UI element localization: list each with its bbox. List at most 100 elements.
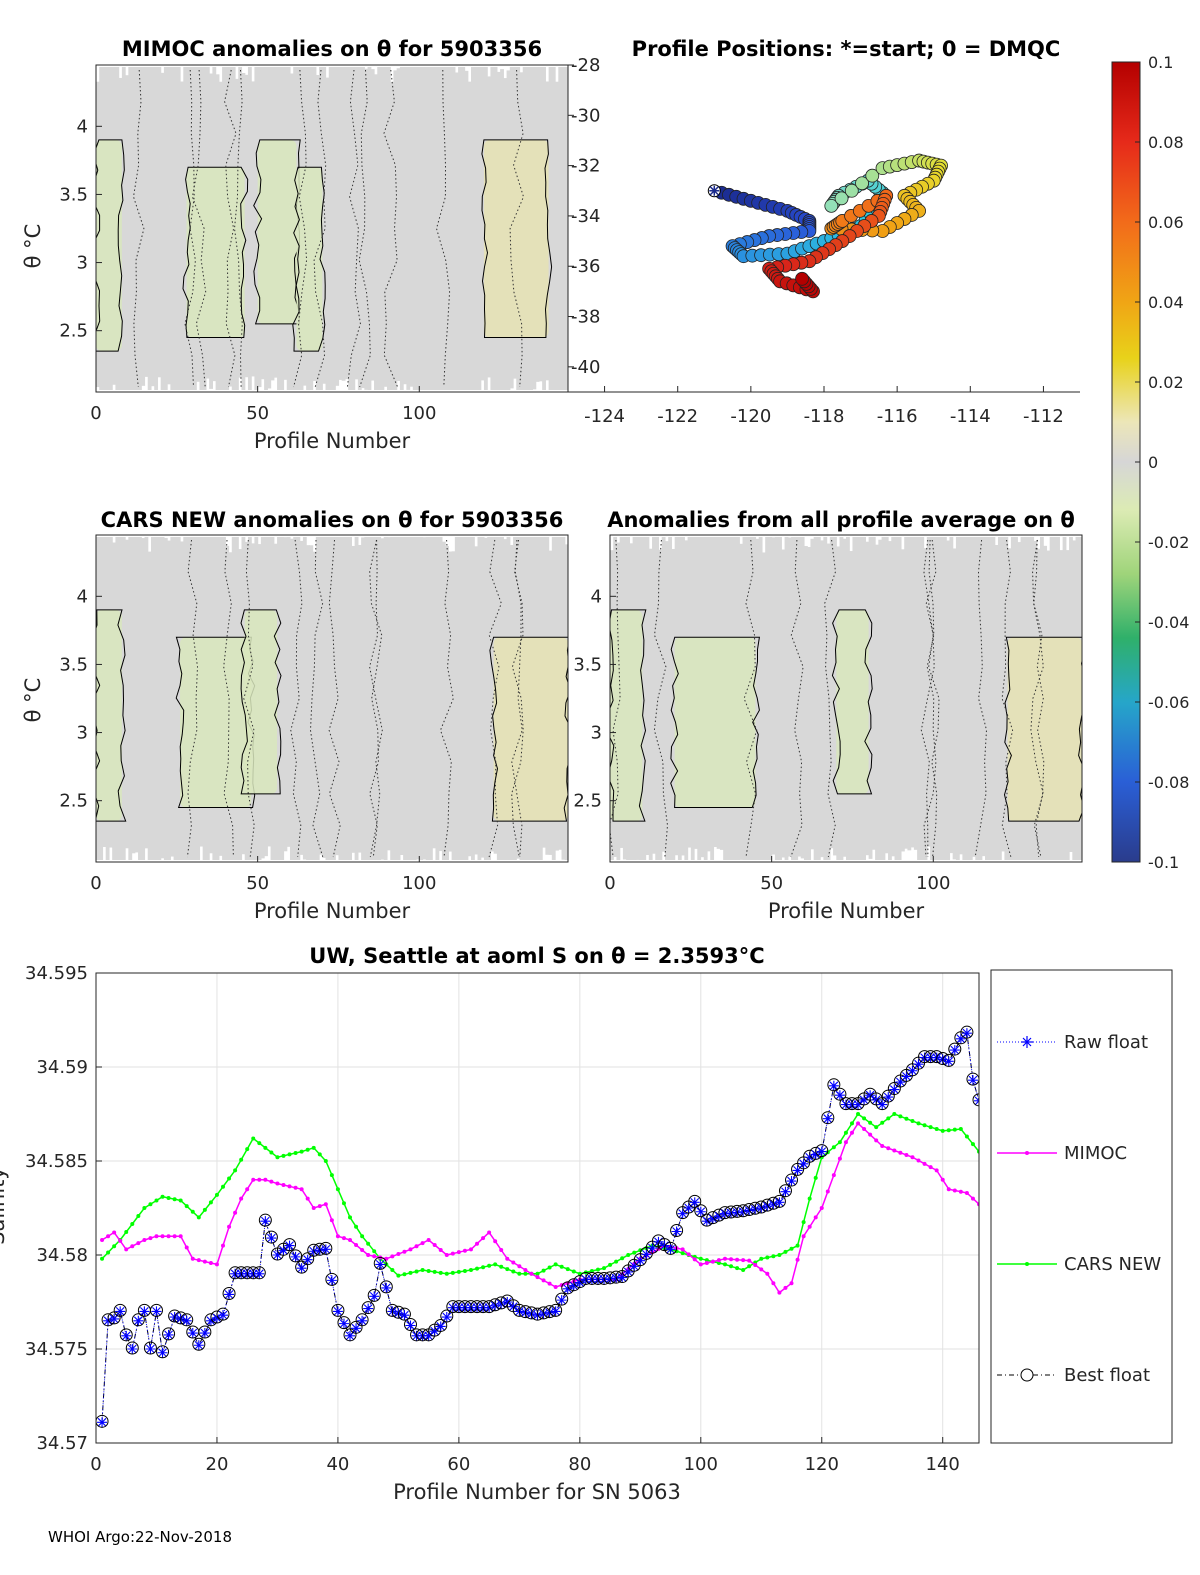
mimoc-point [481, 1236, 486, 1241]
mimoc-point [952, 1188, 957, 1193]
field-column [441, 541, 446, 860]
field-column [344, 67, 349, 380]
x-tick-label: 50 [246, 873, 269, 894]
raw-float-point [762, 1201, 773, 1212]
raw-float-point [296, 1263, 307, 1274]
cars-new-point [765, 1255, 770, 1260]
field-column [467, 81, 472, 391]
cars-new-point [257, 1141, 262, 1146]
y-tick-label: 34.585 [25, 1151, 88, 1172]
field-column [881, 537, 886, 860]
y-tick-label: 2.5 [59, 321, 88, 342]
cars-new-point [106, 1250, 111, 1255]
best-float-point [670, 1224, 684, 1237]
cars-new-point [100, 1256, 105, 1261]
field-column [377, 537, 382, 860]
field-column [354, 537, 359, 860]
field-column [441, 67, 446, 390]
mimoc-point [868, 1132, 873, 1137]
cars-new-point [511, 1269, 516, 1274]
field-column [157, 67, 162, 378]
cars-new-point [233, 1168, 238, 1173]
colorbar-tick-label: 0.02 [1148, 373, 1184, 392]
field-column [664, 541, 669, 860]
raw-float-point [423, 1330, 434, 1341]
raw-float-point [774, 1197, 785, 1208]
field-column [348, 67, 352, 390]
raw-float-point [701, 1216, 712, 1227]
best-float-point [258, 1213, 272, 1227]
raw-float-point [266, 1233, 277, 1244]
mimoc-point [704, 1260, 709, 1265]
field-column [962, 537, 967, 860]
raw-float-point [121, 1330, 132, 1341]
field-column [157, 537, 162, 860]
x-tick-label: 100 [684, 1454, 718, 1475]
contour-line [481, 139, 553, 338]
field-column [160, 72, 165, 390]
mimoc-point [372, 1254, 377, 1259]
raw-float-point [109, 1313, 120, 1324]
field-column [435, 537, 440, 860]
field-column [335, 537, 340, 856]
raw-float-point [284, 1240, 295, 1251]
field-column [251, 81, 256, 377]
cars-new-point [335, 1187, 340, 1192]
field-column [319, 537, 323, 855]
mimoc-point [741, 1258, 746, 1263]
best-float-point [367, 1288, 381, 1302]
cars-new-point [716, 1260, 721, 1265]
raw-float-point [834, 1090, 845, 1101]
raw-float-point [157, 1347, 168, 1358]
anomaly-band [180, 637, 252, 808]
raw-float-point [363, 1303, 374, 1314]
mimoc-point [886, 1146, 891, 1151]
raw-float-point [502, 1297, 513, 1307]
cars-new-point [928, 1125, 933, 1130]
field-column [645, 537, 650, 855]
field-column [558, 67, 563, 390]
field-column [978, 537, 983, 860]
cars-new-point [245, 1147, 250, 1152]
mimoc-point [916, 1158, 921, 1163]
mimoc-point [450, 1251, 455, 1256]
cars-new-point [366, 1241, 371, 1246]
raw-float-point [351, 1323, 362, 1334]
mimoc-point [680, 1247, 685, 1252]
mimoc-point [771, 1281, 776, 1286]
mimoc-point [329, 1218, 334, 1223]
cars-new-point [735, 1266, 740, 1271]
field-column [380, 67, 385, 390]
x-tick-label: 100 [402, 403, 436, 424]
mimoc-point [190, 1256, 195, 1261]
legend-raw-float-marker [1021, 1036, 1033, 1048]
y-tick-label: -32 [571, 156, 600, 177]
mimoc-point [874, 1138, 879, 1143]
field-column [483, 537, 488, 860]
mimoc-point [227, 1224, 232, 1229]
field-column [364, 537, 369, 860]
best-float-point [131, 1313, 145, 1327]
cars-new-point [759, 1256, 764, 1261]
raw-float-point [139, 1306, 150, 1317]
mimoc-point [825, 1189, 830, 1194]
field-column [810, 538, 815, 850]
zero-contour [290, 539, 303, 858]
mimoc-point [287, 1184, 292, 1189]
x-tick-label: 60 [447, 1454, 470, 1475]
field-column [150, 67, 155, 387]
field-column [1001, 537, 1006, 852]
mimoc-point [245, 1187, 250, 1192]
field-column [432, 67, 437, 390]
mimoc-point [765, 1271, 770, 1276]
ylabel-cars: θ °C [21, 678, 45, 723]
cars-new-point [329, 1173, 334, 1178]
cars-new-point [136, 1213, 141, 1218]
field-column [393, 70, 398, 390]
legend-best-float-marker [1020, 1368, 1034, 1382]
field-column [981, 537, 986, 857]
field-column [332, 537, 336, 860]
raw-float-point [853, 1099, 864, 1110]
raw-float-point [641, 1249, 652, 1260]
raw-float-point [792, 1165, 803, 1176]
